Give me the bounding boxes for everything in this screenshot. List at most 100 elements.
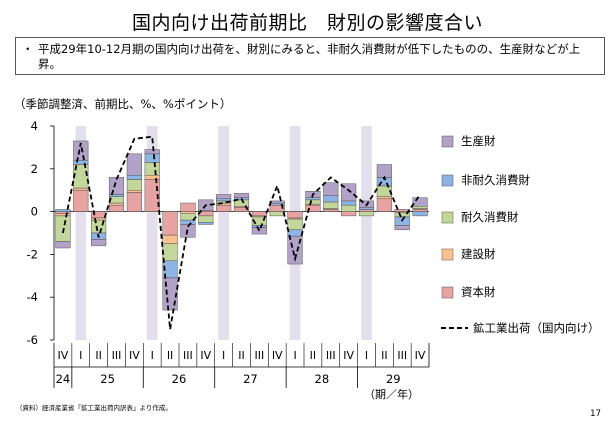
x-tick-label: I: [365, 349, 368, 362]
bar-segment-durable: [144, 162, 160, 176]
period-year-unit-label: （期／年）: [364, 387, 419, 401]
legend-swatch-construction: [441, 248, 454, 261]
bar-segment-capital: [73, 189, 89, 212]
source-note: （資料）経済産業省「鉱工業出荷内訳表」より作成。: [16, 404, 172, 412]
bar-segment-nondurable: [180, 219, 196, 225]
bar-segment-nondurable: [341, 200, 357, 206]
x-tick-label: I: [151, 349, 154, 362]
year-label: 29: [386, 372, 401, 386]
legend-swatch-durable: [441, 211, 454, 224]
bar-segment-nondurable: [162, 260, 178, 279]
bar-segment-nondurable: [412, 211, 428, 217]
bar-segment-construction: [144, 174, 160, 180]
bar-segment-production: [394, 225, 410, 231]
bar-segment-durable: [394, 212, 410, 218]
bar-segment-construction: [287, 217, 303, 220]
x-tick-label: I: [222, 349, 225, 362]
bar-segment-production: [162, 277, 178, 311]
y-tick-label: 2: [31, 162, 38, 176]
bar-segment-construction: [394, 211, 410, 213]
y-tick-label: 0: [31, 205, 38, 219]
bar-segment-capital: [323, 209, 339, 212]
bar-segment-durable: [287, 218, 303, 231]
bar-segment-durable: [108, 196, 125, 204]
bar-segment-nondurable: [376, 177, 392, 187]
y-tick-label: 4: [31, 119, 38, 133]
bar-segment-durable: [91, 219, 107, 234]
bar-segment-production: [305, 191, 321, 198]
bar-segment-nondurable: [126, 174, 142, 180]
legend-label-nondurable: 非耐久消費財: [461, 173, 530, 187]
bar-segment-capital: [341, 211, 357, 217]
bar-segment-durable: [55, 215, 71, 242]
shade-band: [146, 126, 158, 340]
bar-segment-nondurable: [269, 202, 285, 206]
bar-segment-capital: [394, 209, 410, 212]
bar-segment-nondurable: [233, 197, 250, 201]
bar-segment-production: [287, 235, 303, 265]
bar-segment-capital: [144, 179, 160, 212]
bar-segment-production: [323, 182, 339, 196]
x-tick-label: III: [254, 349, 264, 362]
bar-segment-construction: [198, 210, 214, 212]
shade-band: [361, 126, 372, 340]
bar-segment-durable: [180, 213, 196, 221]
bar-segment-construction: [73, 187, 89, 191]
bar-segment-capital: [91, 211, 107, 219]
bar-segment-nondurable: [108, 194, 125, 197]
x-tick-label: IV: [343, 349, 354, 362]
bullet-mark: ・: [22, 42, 34, 56]
bar-segment-construction: [91, 217, 107, 221]
bar-segment-construction: [233, 206, 250, 208]
bar-segment-construction: [55, 213, 71, 217]
bar-segment-construction: [323, 208, 339, 210]
bar-segment-nondurable: [73, 159, 89, 165]
bar-segment-capital: [376, 198, 392, 212]
bar-segment-construction: [162, 234, 178, 244]
bar-segment-nondurable: [198, 222, 214, 225]
x-tick-label: II: [167, 349, 174, 362]
x-tick-label: IV: [415, 349, 426, 362]
bar-segment-durable: [216, 200, 232, 204]
bar-segment-durable: [323, 201, 339, 209]
bar-segment-production: [233, 193, 250, 198]
bar-segment-durable: [251, 216, 267, 226]
bar-segment-construction: [108, 202, 125, 206]
bar-segment-nondurable: [55, 209, 71, 212]
x-tick-label: II: [238, 349, 245, 362]
x-tick-label: III: [326, 349, 336, 362]
bar-segment-capital: [358, 209, 375, 212]
bar-segment-nondurable: [144, 153, 160, 163]
year-label: 28: [315, 372, 330, 386]
bar-segment-nondurable: [305, 197, 321, 201]
x-tick-label: II: [95, 349, 102, 362]
bar-segment-construction: [251, 215, 267, 218]
bar-segment-durable: [126, 179, 142, 191]
bar-segment-capital: [162, 211, 178, 236]
x-tick-label: II: [381, 349, 388, 362]
total-shipments-line: [62, 135, 421, 330]
bar-segment-capital: [198, 211, 214, 217]
bar-segment-durable: [412, 206, 428, 209]
bar-segment-capital: [216, 204, 232, 212]
bar-segment-production: [108, 177, 125, 195]
year-label: 27: [243, 372, 258, 386]
bar-segment-production: [358, 200, 375, 208]
x-tick-label: III: [183, 349, 193, 362]
year-label: 26: [172, 372, 187, 386]
x-tick-label: III: [112, 349, 122, 362]
bar-segment-durable: [305, 199, 321, 205]
bar-segment-construction: [216, 202, 232, 206]
legend-swatch-nondurable: [441, 174, 454, 187]
bar-segment-nondurable: [358, 207, 375, 210]
bar-segment-production: [73, 140, 89, 161]
bar-segment-nondurable: [91, 232, 107, 240]
bar-segment-production: [91, 239, 107, 247]
bar-segment-construction: [126, 189, 142, 193]
bar-segment-construction: [376, 196, 392, 200]
bar-segment-nondurable: [251, 225, 267, 228]
bar-segment-construction: [180, 211, 196, 214]
bar-segment-construction: [305, 203, 321, 206]
year-label: 25: [100, 372, 115, 386]
x-tick-label: IV: [200, 349, 211, 362]
